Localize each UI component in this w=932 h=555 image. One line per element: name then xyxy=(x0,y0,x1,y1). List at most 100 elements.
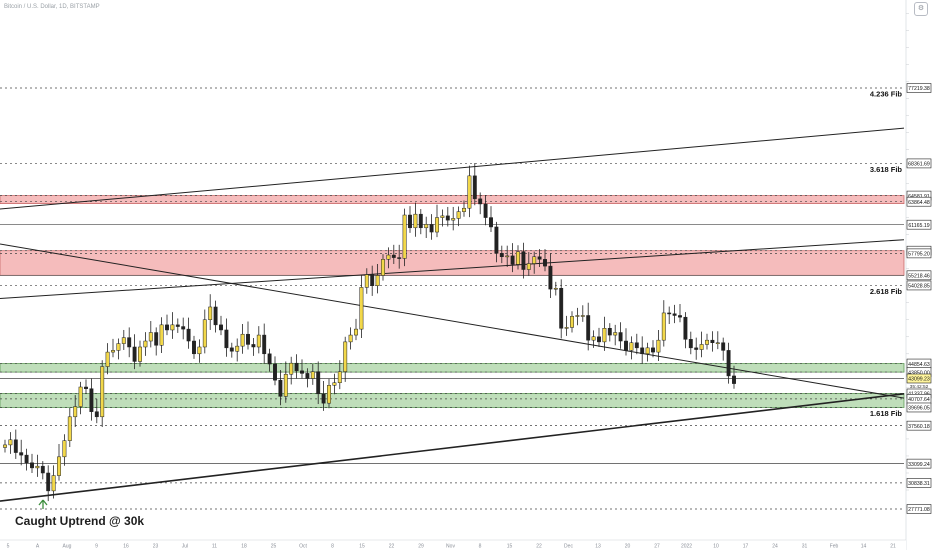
candle-body[interactable] xyxy=(208,306,213,320)
candle-body[interactable] xyxy=(51,475,56,492)
candle-body[interactable] xyxy=(418,213,423,229)
candle-body[interactable] xyxy=(661,312,666,341)
price-tag[interactable] xyxy=(906,158,932,169)
candle-body[interactable] xyxy=(8,439,13,446)
candle-body[interactable] xyxy=(386,254,391,260)
price-tag[interactable] xyxy=(906,83,932,93)
candle-body[interactable] xyxy=(667,312,672,315)
candle-body[interactable] xyxy=(629,342,634,351)
candle-body[interactable] xyxy=(256,334,261,348)
candle-body[interactable] xyxy=(640,347,645,355)
candle-body[interactable] xyxy=(273,363,277,381)
candle-body[interactable] xyxy=(40,465,45,474)
candle-body[interactable] xyxy=(597,336,601,343)
candle-body[interactable] xyxy=(391,254,396,258)
candle-body[interactable] xyxy=(181,326,186,330)
candle-body[interactable] xyxy=(456,211,461,219)
candle-body[interactable] xyxy=(175,324,180,327)
candle-body[interactable] xyxy=(505,255,510,258)
candle-body[interactable] xyxy=(494,226,499,254)
candle-body[interactable] xyxy=(624,340,628,351)
candle-body[interactable] xyxy=(602,328,607,343)
candle-body[interactable] xyxy=(586,315,591,341)
candle-body[interactable] xyxy=(370,274,375,286)
candle-body[interactable] xyxy=(445,215,450,221)
candle-body[interactable] xyxy=(316,371,321,395)
candle-body[interactable] xyxy=(30,462,34,469)
price-tag[interactable] xyxy=(906,420,932,431)
candle-body[interactable] xyxy=(116,343,121,351)
candle-body[interactable] xyxy=(105,351,110,367)
candle-body[interactable] xyxy=(294,362,299,372)
candle-body[interactable] xyxy=(537,256,542,260)
price-tag[interactable] xyxy=(906,219,932,230)
candle-body[interactable] xyxy=(510,255,515,265)
candle-body[interactable] xyxy=(283,373,288,397)
price-tag[interactable] xyxy=(906,478,932,488)
candle-body[interactable] xyxy=(219,324,223,331)
candle-body[interactable] xyxy=(364,274,369,288)
candle-body[interactable] xyxy=(656,339,661,353)
candle-body[interactable] xyxy=(240,333,245,347)
candle-body[interactable] xyxy=(111,350,115,353)
price-tag[interactable] xyxy=(906,248,932,259)
candle-body[interactable] xyxy=(19,452,24,456)
candle-body[interactable] xyxy=(413,213,418,229)
candle-body[interactable] xyxy=(564,327,569,329)
candle-body[interactable] xyxy=(618,332,623,342)
candle-body[interactable] xyxy=(467,175,472,209)
candle-body[interactable] xyxy=(310,371,315,379)
candle-body[interactable] xyxy=(321,393,326,404)
candle-body[interactable] xyxy=(359,287,364,330)
candle-body[interactable] xyxy=(645,347,650,355)
candle-body[interactable] xyxy=(267,353,272,365)
candle-body[interactable] xyxy=(634,342,639,349)
candle-body[interactable] xyxy=(186,328,191,342)
candle-body[interactable] xyxy=(170,324,175,331)
candle-body[interactable] xyxy=(78,386,83,407)
candle-body[interactable] xyxy=(435,217,439,233)
candle-body[interactable] xyxy=(532,256,537,264)
candle-body[interactable] xyxy=(67,416,72,441)
candle-body[interactable] xyxy=(732,375,736,384)
candle-body[interactable] xyxy=(159,324,164,346)
chart-settings-icon[interactable]: ⚙ xyxy=(914,2,928,16)
candle-body[interactable] xyxy=(462,207,466,212)
candle-body[interactable] xyxy=(84,386,88,389)
candle-body[interactable] xyxy=(202,319,207,348)
candle-body[interactable] xyxy=(726,350,731,377)
candle-body[interactable] xyxy=(94,411,99,418)
candle-body[interactable] xyxy=(3,444,7,448)
candle-body[interactable] xyxy=(165,324,169,331)
candle-body[interactable] xyxy=(705,339,709,345)
candle-body[interactable] xyxy=(559,287,564,329)
candle-body[interactable] xyxy=(354,328,358,336)
candle-body[interactable] xyxy=(332,382,337,386)
candle-body[interactable] xyxy=(213,306,218,326)
candle-body[interactable] xyxy=(678,315,682,318)
candle-body[interactable] xyxy=(289,362,294,375)
candle-body[interactable] xyxy=(408,214,412,229)
candle-body[interactable] xyxy=(516,251,520,265)
candle-body[interactable] xyxy=(343,341,348,372)
candle-body[interactable] xyxy=(46,472,51,492)
time-axis[interactable] xyxy=(0,540,906,550)
candle-body[interactable] xyxy=(154,332,159,346)
candle-body[interactable] xyxy=(89,388,94,412)
candle-body[interactable] xyxy=(57,456,61,476)
candle-body[interactable] xyxy=(607,328,612,336)
candle-body[interactable] xyxy=(35,465,40,469)
candle-body[interactable] xyxy=(570,316,574,328)
candle-body[interactable] xyxy=(300,370,304,374)
candle-body[interactable] xyxy=(472,175,477,200)
candle-body[interactable] xyxy=(251,344,256,348)
candle-body[interactable] xyxy=(613,332,618,336)
candle-body[interactable] xyxy=(100,366,105,418)
candle-body[interactable] xyxy=(440,215,445,218)
candle-body[interactable] xyxy=(305,373,310,379)
candle-body[interactable] xyxy=(278,379,283,397)
candle-body[interactable] xyxy=(62,440,67,458)
candle-body[interactable] xyxy=(526,263,531,270)
candle-body[interactable] xyxy=(478,198,483,205)
candle-body[interactable] xyxy=(721,342,726,351)
